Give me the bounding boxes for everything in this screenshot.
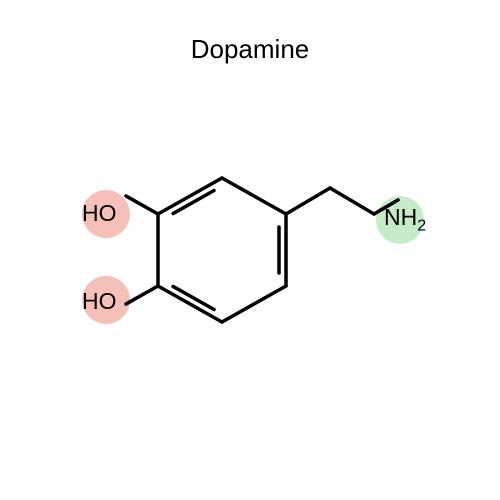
atom-label: NH2: [384, 204, 426, 236]
atom-label: HO: [82, 288, 117, 315]
atom-label: HO: [82, 200, 117, 227]
molecule-structure-svg: [0, 0, 500, 500]
